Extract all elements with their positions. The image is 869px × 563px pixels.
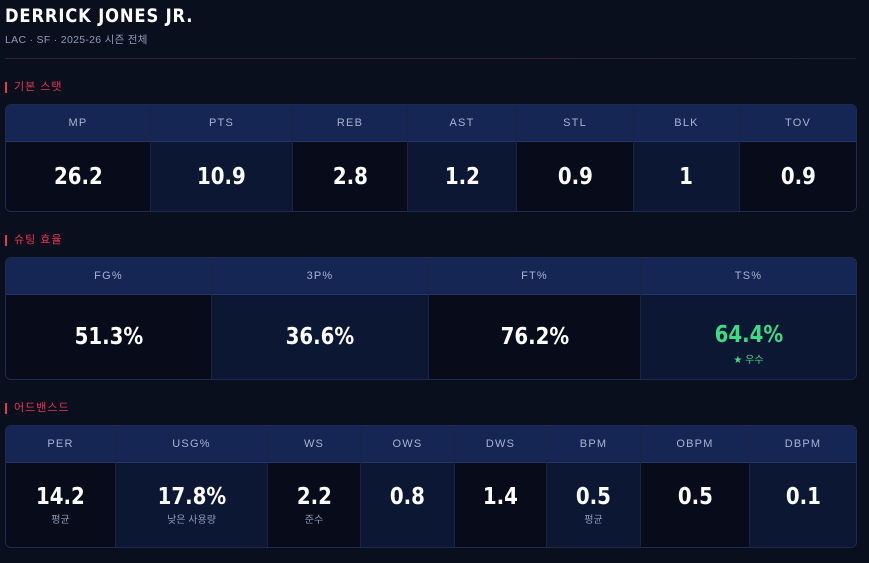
shooting-stats-card: FG% 51.3% 3P% 36.6% FT% 76.2% TS% 64.4% … (5, 257, 857, 380)
player-header: DERRICK JONES JR. LAC · SF · 2025-26 시즌 … (5, 3, 856, 47)
player-subtitle: LAC · SF · 2025-26 시즌 전체 (5, 34, 148, 46)
stat-note: 평균 (584, 515, 603, 526)
stat-label: DBPM (750, 426, 856, 463)
stat-value: 2.8 (332, 163, 368, 190)
stat-value: 36.6% (285, 324, 355, 350)
section-title-advanced: 어드밴스드 (5, 402, 70, 415)
stat-obpm: OBPM 0.5 - (641, 426, 750, 547)
stat-dbpm: DBPM 0.1 - (750, 426, 856, 547)
stat-value: 2.2 (296, 484, 332, 510)
header-divider (5, 58, 856, 59)
stat-value: 0.5 (575, 484, 612, 510)
basic-stats-card: MP 26.2 PTS 10.9 REB 2.8 AST 1.2 STL 0.9… (5, 104, 857, 212)
stat-note: 평균 (51, 515, 70, 526)
stat-ast: AST 1.2 (408, 105, 517, 211)
stat-label: BLK (634, 105, 739, 142)
stat-label: DWS (455, 426, 546, 463)
stat-label: TOV (740, 105, 856, 142)
stat-label: OBPM (641, 426, 749, 463)
stat-label: BPM (547, 426, 640, 463)
stat-value: 0.1 (785, 484, 821, 510)
stat-label: WS (268, 426, 360, 463)
stat-label: FT% (429, 258, 640, 295)
stat-label: TS% (641, 258, 856, 295)
stat-label: 3P% (212, 258, 428, 295)
stat-label: FG% (6, 258, 211, 295)
stat-value: 17.8% (157, 484, 226, 510)
stat-label: STL (517, 105, 633, 142)
stat-value: 0.5 (677, 484, 713, 510)
stat-value: 1 (679, 163, 694, 190)
stat-ts-pct: TS% 64.4% ★ 우수 (641, 258, 856, 379)
stat-label: MP (6, 105, 150, 142)
stat-label: PER (6, 426, 115, 463)
stat-label: REB (293, 105, 407, 142)
rating-badge: ★ 우수 (733, 355, 764, 366)
stat-value: 51.3% (74, 324, 143, 350)
section-title-shooting: 슈팅 효율 (5, 234, 63, 247)
stat-ft-pct: FT% 76.2% (429, 258, 641, 379)
section-title-basic: 기본 스탯 (5, 81, 63, 94)
stat-per: PER 14.2 평균 (6, 426, 116, 547)
stat-value: 0.9 (780, 163, 816, 190)
stat-value: 76.2% (500, 324, 569, 350)
stat-stl: STL 0.9 (517, 105, 634, 211)
stat-bpm: BPM 0.5 평균 (547, 426, 641, 547)
stat-blk: BLK 1 (634, 105, 740, 211)
stat-note: 낮은 사용량 (167, 515, 216, 526)
stat-note: 준수 (304, 515, 324, 526)
stat-ows: OWS 0.8 - (361, 426, 455, 547)
stat-value: 14.2 (36, 484, 85, 510)
stat-label: USG% (116, 426, 267, 463)
stat-value: 1.2 (444, 163, 480, 190)
stat-label: PTS (151, 105, 292, 142)
stat-fg-pct: FG% 51.3% (6, 258, 212, 379)
advanced-stats-card: PER 14.2 평균 USG% 17.8% 낮은 사용량 WS 2.2 준수 … (5, 425, 857, 548)
stat-label: OWS (361, 426, 454, 463)
player-name: DERRICK JONES JR. (5, 5, 194, 27)
stat-value: 0.8 (389, 484, 426, 510)
stat-dws: DWS 1.4 - (455, 426, 547, 547)
stat-value: 26.2 (53, 163, 103, 190)
stat-pts: PTS 10.9 (151, 105, 293, 211)
stat-value: 10.9 (197, 163, 246, 190)
stat-usg-pct: USG% 17.8% 낮은 사용량 (116, 426, 268, 547)
stat-value: 64.4% (714, 322, 783, 348)
stat-reb: REB 2.8 (293, 105, 408, 211)
stat-label: AST (408, 105, 516, 142)
stat-tov: TOV 0.9 (740, 105, 856, 211)
stat-3p-pct: 3P% 36.6% (212, 258, 429, 379)
stat-mp: MP 26.2 (6, 105, 151, 211)
stat-value: 1.4 (482, 484, 519, 510)
stat-ws: WS 2.2 준수 (268, 426, 361, 547)
stat-value: 0.9 (557, 163, 593, 190)
